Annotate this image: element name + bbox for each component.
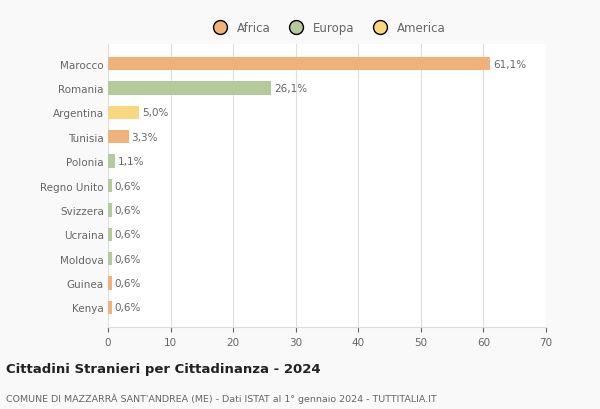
- Text: 0,6%: 0,6%: [114, 230, 140, 240]
- Bar: [108, 180, 112, 193]
- Text: 5,0%: 5,0%: [142, 108, 168, 118]
- Bar: [108, 204, 112, 217]
- Bar: [108, 276, 112, 290]
- Text: 0,6%: 0,6%: [114, 205, 140, 216]
- Text: COMUNE DI MAZZARRÀ SANT'ANDREA (ME) - Dati ISTAT al 1° gennaio 2024 - TUTTITALIA: COMUNE DI MAZZARRÀ SANT'ANDREA (ME) - Da…: [6, 392, 437, 403]
- Text: 3,3%: 3,3%: [131, 133, 158, 142]
- Bar: [108, 131, 128, 144]
- Bar: [108, 106, 139, 120]
- Bar: [108, 252, 112, 266]
- Text: 0,6%: 0,6%: [114, 181, 140, 191]
- Text: 26,1%: 26,1%: [274, 84, 307, 94]
- Bar: [108, 155, 115, 169]
- Text: 0,6%: 0,6%: [114, 254, 140, 264]
- Text: Cittadini Stranieri per Cittadinanza - 2024: Cittadini Stranieri per Cittadinanza - 2…: [6, 362, 320, 375]
- Text: 0,6%: 0,6%: [114, 303, 140, 312]
- Text: 61,1%: 61,1%: [493, 60, 526, 70]
- Text: 1,1%: 1,1%: [118, 157, 144, 167]
- Legend: Africa, Europa, America: Africa, Europa, America: [203, 17, 451, 39]
- Bar: [108, 228, 112, 241]
- Bar: [108, 58, 490, 71]
- Text: 0,6%: 0,6%: [114, 279, 140, 288]
- Bar: [108, 82, 271, 96]
- Bar: [108, 301, 112, 315]
